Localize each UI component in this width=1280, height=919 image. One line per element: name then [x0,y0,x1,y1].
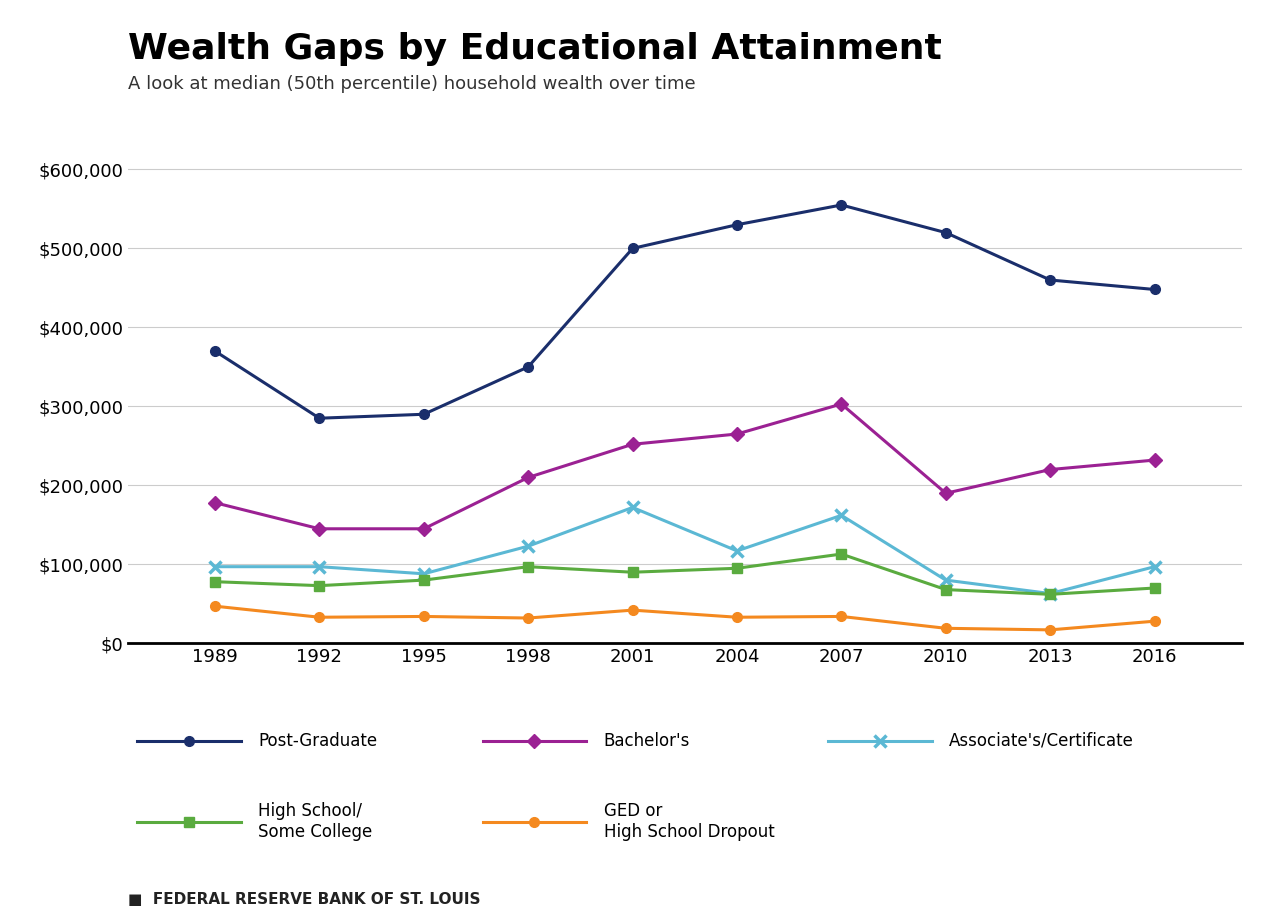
Text: Wealth Gaps by Educational Attainment: Wealth Gaps by Educational Attainment [128,32,942,66]
Text: Bachelor's: Bachelor's [604,732,690,750]
Text: GED or
High School Dropout: GED or High School Dropout [604,802,774,841]
Text: ■  FEDERAL RESERVE BANK OF ST. LOUIS: ■ FEDERAL RESERVE BANK OF ST. LOUIS [128,892,480,907]
Text: Associate's/Certificate: Associate's/Certificate [950,732,1134,750]
Text: A look at median (50th percentile) household wealth over time: A look at median (50th percentile) house… [128,75,695,94]
Text: Post-Graduate: Post-Graduate [259,732,378,750]
Text: High School/
Some College: High School/ Some College [259,802,372,841]
